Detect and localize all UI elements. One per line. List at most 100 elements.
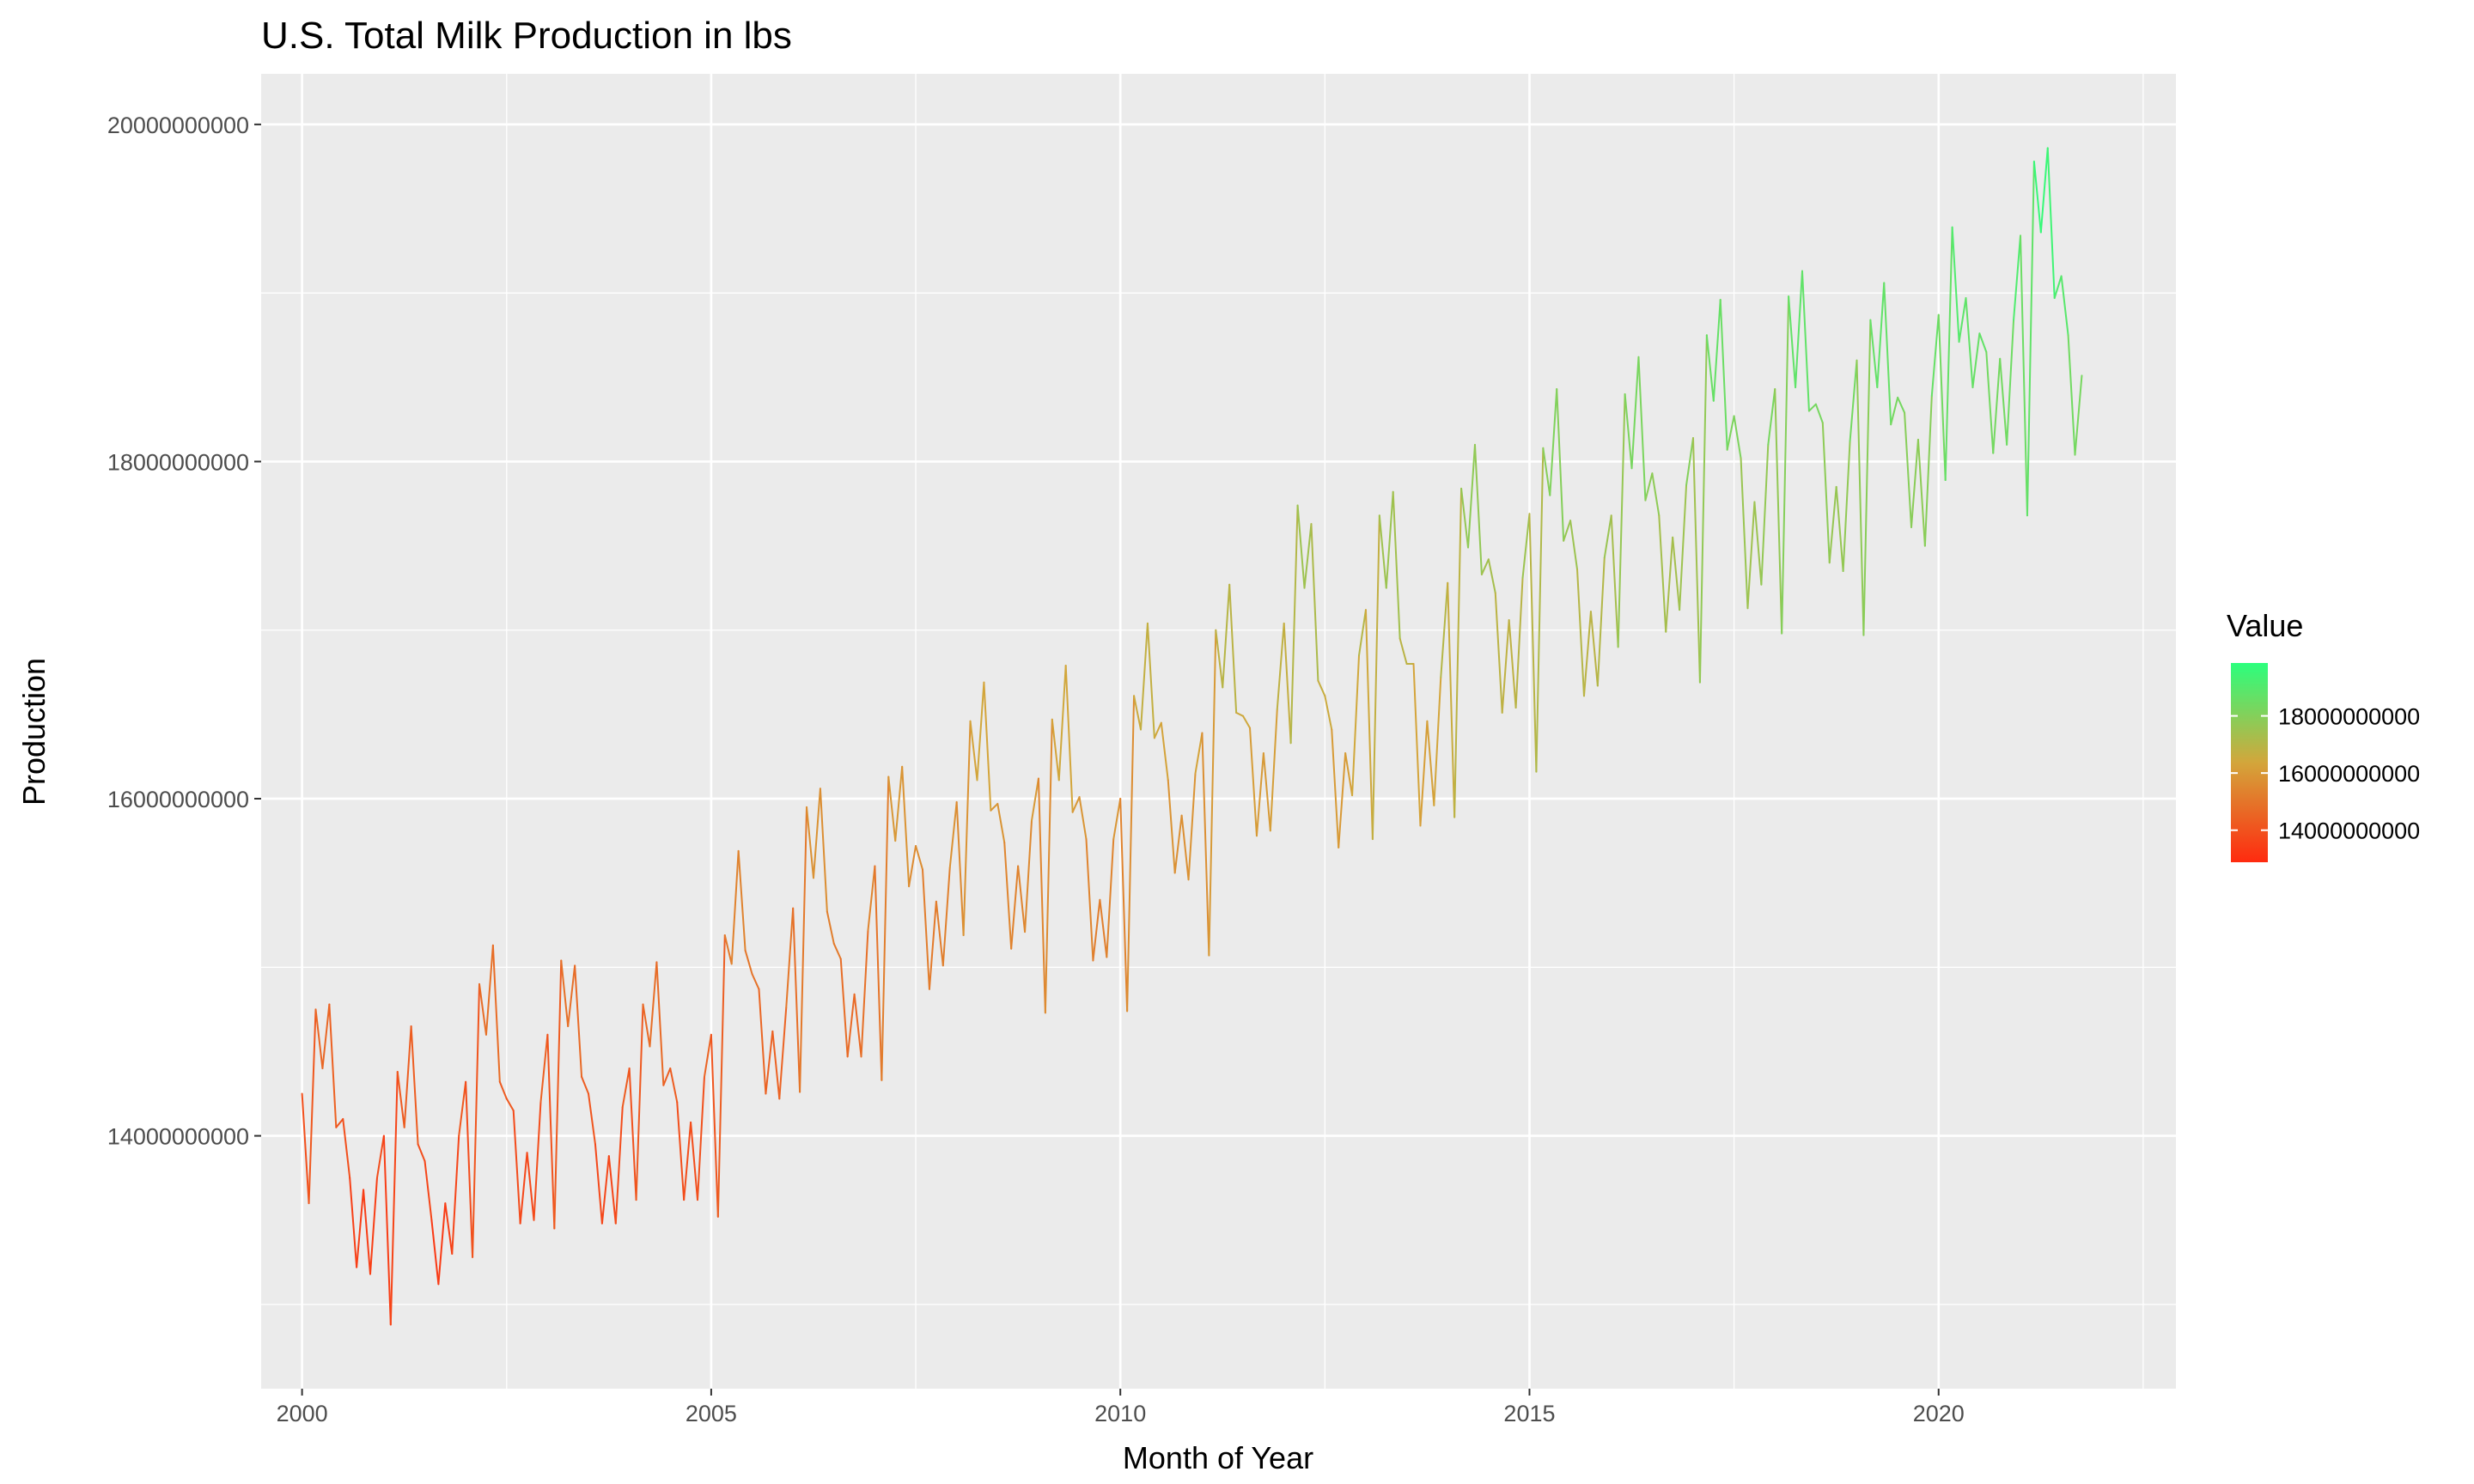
line-segment: [389, 1070, 399, 1326]
line-segment: [2013, 234, 2022, 321]
line-segment: [1514, 576, 1524, 709]
line-segment: [1916, 438, 1926, 547]
legend-label: 18000000000: [2278, 704, 2420, 730]
line-segment: [1331, 728, 1340, 848]
line-segment: [1140, 622, 1149, 731]
line-segment: [1890, 396, 1899, 426]
line-segment: [1255, 752, 1264, 837]
line-segment: [588, 1092, 596, 1146]
line-segment: [1133, 695, 1143, 731]
line-segment: [342, 1117, 351, 1179]
line-segment: [382, 1134, 392, 1326]
line-segment: [1378, 514, 1387, 589]
line-segment: [403, 1025, 412, 1128]
line-segment: [1249, 727, 1258, 837]
line-segment: [1637, 356, 1647, 502]
line-segment: [396, 1070, 405, 1128]
line-segment: [969, 720, 978, 782]
line-segment: [628, 1067, 637, 1201]
line-segment: [600, 1155, 610, 1225]
line-segment: [1412, 662, 1422, 827]
line-segment: [867, 865, 876, 932]
line-segment: [935, 900, 944, 967]
line-segment: [505, 1098, 515, 1112]
line-segment: [1971, 332, 1981, 389]
line-segment: [1978, 332, 1988, 353]
line-segment: [1630, 356, 1640, 470]
line-segment: [1494, 592, 1503, 714]
line-segment: [1003, 842, 1013, 950]
line-segment: [941, 867, 951, 967]
line-segment: [1528, 513, 1538, 773]
line-segment: [1740, 457, 1749, 610]
line-segment: [799, 806, 808, 1093]
line-segment: [424, 1160, 433, 1221]
line-segment: [758, 988, 767, 1095]
line-segment: [1944, 226, 1953, 482]
line-segment: [996, 802, 1006, 844]
line-segment: [853, 993, 862, 1058]
line-segment: [1542, 447, 1551, 496]
line-segment: [1017, 865, 1027, 934]
line-segment: [1563, 520, 1572, 542]
line-segment: [1610, 514, 1619, 648]
line-segment: [574, 964, 583, 1078]
line-segment: [649, 961, 658, 1048]
x-tick-label: 2010: [1094, 1401, 1146, 1426]
line-segment: [1057, 664, 1067, 782]
line-segment: [1167, 779, 1176, 874]
line-segment: [1904, 411, 1912, 528]
y-tick-label: 18000000000: [107, 449, 249, 475]
line-segment: [765, 1030, 774, 1095]
line-segment: [560, 959, 570, 1027]
line-segment: [1487, 558, 1496, 594]
line-segment: [1215, 629, 1224, 689]
line-segment: [1283, 622, 1292, 745]
line-segment: [1930, 313, 1940, 397]
legend-colorbar: [2231, 663, 2268, 862]
line-segment: [1644, 472, 1654, 502]
line-segment: [539, 1033, 549, 1104]
line-segment: [1031, 777, 1039, 822]
line-segment: [2053, 275, 2063, 300]
line-segment: [1774, 388, 1783, 635]
line-segment: [444, 1202, 454, 1255]
legend: Value 14000000000 16000000000 18000000000: [2227, 608, 2420, 862]
line-segment: [1767, 388, 1776, 446]
series-line: [301, 147, 2083, 1326]
line-segment: [1078, 796, 1088, 841]
line-segment: [832, 942, 842, 960]
line-segment: [1440, 581, 1449, 678]
line-segment: [1726, 415, 1735, 451]
line-segment: [1037, 777, 1046, 1014]
line-segment: [874, 865, 883, 1081]
line-segment: [1665, 536, 1674, 633]
line-segment: [697, 1075, 705, 1201]
line-segment: [1208, 629, 1217, 957]
line-segment: [860, 929, 869, 1058]
line-segment: [1746, 501, 1756, 610]
line-segment: [962, 720, 972, 936]
line-segment: [785, 907, 795, 1009]
line-segment: [1180, 814, 1190, 881]
line-segment: [363, 1189, 372, 1275]
line-segment: [826, 910, 835, 945]
line-segment: [328, 1003, 338, 1128]
line-segment: [1705, 334, 1715, 402]
line-segment: [1092, 898, 1101, 962]
line-segment: [1508, 618, 1517, 709]
line-segment: [349, 1177, 358, 1268]
line-segment: [1106, 838, 1115, 958]
line-segment: [1801, 270, 1810, 412]
line-segment: [1719, 299, 1728, 451]
line-segment: [1691, 436, 1701, 684]
line-segment: [1849, 359, 1858, 442]
line-segment: [1480, 558, 1490, 575]
line-segment: [1064, 664, 1074, 813]
line-segment: [1453, 487, 1463, 818]
line-segment: [887, 775, 897, 842]
line-segment: [1010, 865, 1020, 950]
line-segment: [519, 1152, 528, 1225]
line-segment: [1269, 708, 1278, 832]
line-segment: [1194, 732, 1203, 775]
